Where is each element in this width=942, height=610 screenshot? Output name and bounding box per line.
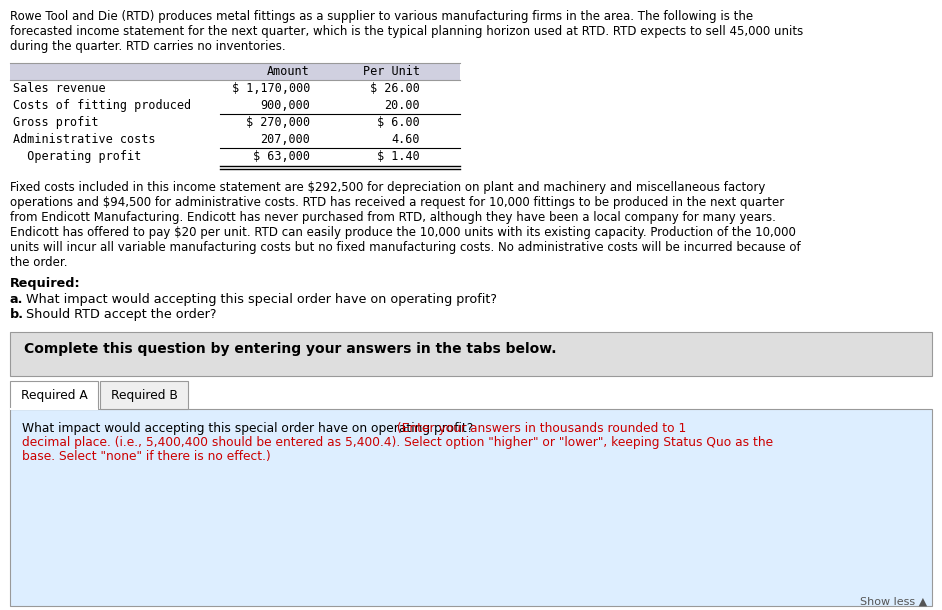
Text: Required B: Required B [110,389,177,402]
Text: 900,000: 900,000 [260,99,310,112]
Text: $ 63,000: $ 63,000 [253,150,310,163]
Text: What impact would accepting this special order have on operating profit?: What impact would accepting this special… [22,293,497,306]
Text: decimal place. (i.e., 5,400,400 should be entered as 5,400.4). Select option "hi: decimal place. (i.e., 5,400,400 should b… [22,436,773,449]
Text: $ 26.00: $ 26.00 [370,82,420,95]
Bar [10,381,98,409]
Text: units will incur all variable manufacturing costs but no fixed manufacturing cos: units will incur all variable manufactur… [10,241,801,254]
Text: Costs of fitting produced: Costs of fitting produced [13,99,191,112]
Text: during the quarter. RTD carries no inventories.: during the quarter. RTD carries no inven… [10,40,285,53]
Text: b.: b. [10,308,24,321]
Text: $ 270,000: $ 270,000 [246,116,310,129]
Text: Operating profit: Operating profit [13,150,141,163]
Text: Sales revenue: Sales revenue [13,82,106,95]
Text: What impact would accepting this special order have on operating profit?: What impact would accepting this special… [22,422,473,435]
Text: 4.60: 4.60 [392,133,420,146]
Text: Required A: Required A [21,389,88,402]
Text: $ 1.40: $ 1.40 [377,150,420,163]
Text: Required:: Required: [10,277,81,290]
Text: Endicott has offered to pay $20 per unit. RTD can easily produce the 10,000 unit: Endicott has offered to pay $20 per unit… [10,226,796,239]
Text: Administrative costs: Administrative costs [13,133,155,146]
Text: Per Unit: Per Unit [363,65,420,78]
Text: operations and $94,500 for administrative costs. RTD has received a request for : operations and $94,500 for administrativ… [10,196,785,209]
Bar [10,63,460,80]
Text: 20.00: 20.00 [384,99,420,112]
Text: Gross profit: Gross profit [13,116,99,129]
Text: Should RTD accept the order?: Should RTD accept the order? [22,308,217,321]
Text: forecasted income statement for the next quarter, which is the typical planning : forecasted income statement for the next… [10,25,804,38]
Text: Complete this question by entering your answers in the tabs below.: Complete this question by entering your … [24,342,557,356]
Text: $ 1,170,000: $ 1,170,000 [232,82,310,95]
Text: the order.: the order. [10,256,68,269]
Text: (Enter your answers in thousands rounded to 1: (Enter your answers in thousands rounded… [393,422,686,435]
Bar [100,381,188,409]
Text: base. Select "none" if there is no effect.): base. Select "none" if there is no effec… [22,450,270,463]
Text: Rowe Tool and Die (RTD) produces metal fittings as a supplier to various manufac: Rowe Tool and Die (RTD) produces metal f… [10,10,753,23]
Bar [10,332,932,376]
Text: Amount: Amount [268,65,310,78]
Text: 207,000: 207,000 [260,133,310,146]
Text: $ 6.00: $ 6.00 [377,116,420,129]
Bar [10,409,932,606]
Text: Show less ▲: Show less ▲ [860,597,927,607]
Text: a.: a. [10,293,24,306]
Text: from Endicott Manufacturing. Endicott has never purchased from RTD, although the: from Endicott Manufacturing. Endicott ha… [10,211,776,224]
Text: Fixed costs included in this income statement are $292,500 for depreciation on p: Fixed costs included in this income stat… [10,181,765,194]
